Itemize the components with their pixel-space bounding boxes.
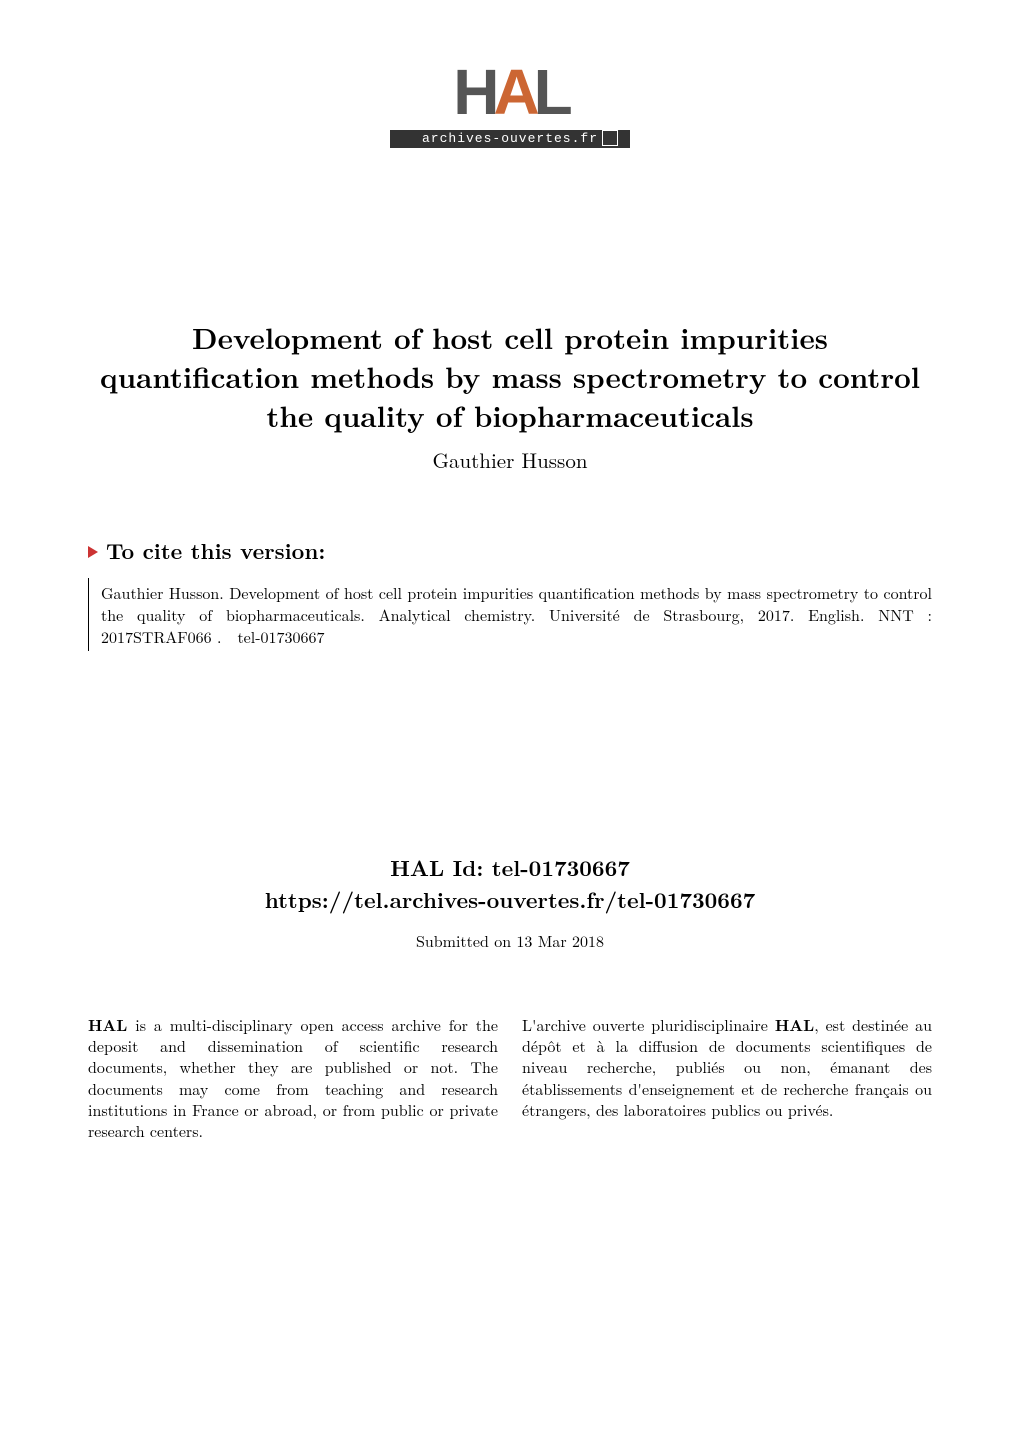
hal-bold-right: HAL bbox=[775, 1013, 814, 1036]
document-title: Development of host cell protein impurit… bbox=[90, 318, 930, 435]
logo-letter-h: H bbox=[453, 56, 493, 128]
description-right-prefix: L'archive ouverte pluridisciplinaire bbox=[522, 1013, 775, 1036]
hal-logo-text: HAL bbox=[390, 60, 630, 124]
logo-bar: archives-ouvertes.fr bbox=[390, 130, 630, 148]
description-columns: HAL is a multi-disciplinary open access … bbox=[0, 1014, 1020, 1141]
citation-body: Gauthier Husson. Development of host cel… bbox=[88, 578, 932, 651]
hal-url[interactable]: https://tel.archives-ouvertes.fr/tel-017… bbox=[0, 884, 1020, 915]
citation-block: To cite this version: Gauthier Husson. D… bbox=[0, 535, 1020, 651]
hal-logo: HAL archives-ouvertes.fr bbox=[390, 60, 630, 148]
logo-subtitle: archives-ouvertes.fr bbox=[390, 131, 630, 146]
description-left-text: is a multi-disciplinary open access arch… bbox=[88, 1013, 498, 1142]
submitted-date: Submitted on 13 Mar 2018 bbox=[0, 929, 1020, 952]
triangle-icon bbox=[88, 546, 98, 558]
hal-bold-left: HAL bbox=[88, 1013, 127, 1036]
logo-dot-icon bbox=[602, 130, 618, 146]
hal-id-line: HAL Id: tel-01730667 bbox=[0, 851, 1020, 884]
description-right: L'archive ouverte pluridisciplinaire HAL… bbox=[522, 1014, 932, 1141]
logo-letter-a: A bbox=[493, 56, 533, 128]
logo-letter-l: L bbox=[534, 56, 567, 128]
citation-heading: To cite this version: bbox=[88, 535, 932, 566]
title-block: Development of host cell protein impurit… bbox=[0, 318, 1020, 475]
logo-region: HAL archives-ouvertes.fr bbox=[0, 0, 1020, 148]
hal-id-block: HAL Id: tel-01730667 https://tel.archive… bbox=[0, 851, 1020, 952]
citation-heading-text: To cite this version: bbox=[106, 535, 325, 566]
document-author: Gauthier Husson bbox=[90, 445, 930, 475]
hal-id-label: HAL Id: bbox=[390, 852, 483, 883]
hal-id-value: tel-01730667 bbox=[492, 852, 630, 883]
description-left: HAL is a multi-disciplinary open access … bbox=[88, 1014, 498, 1141]
